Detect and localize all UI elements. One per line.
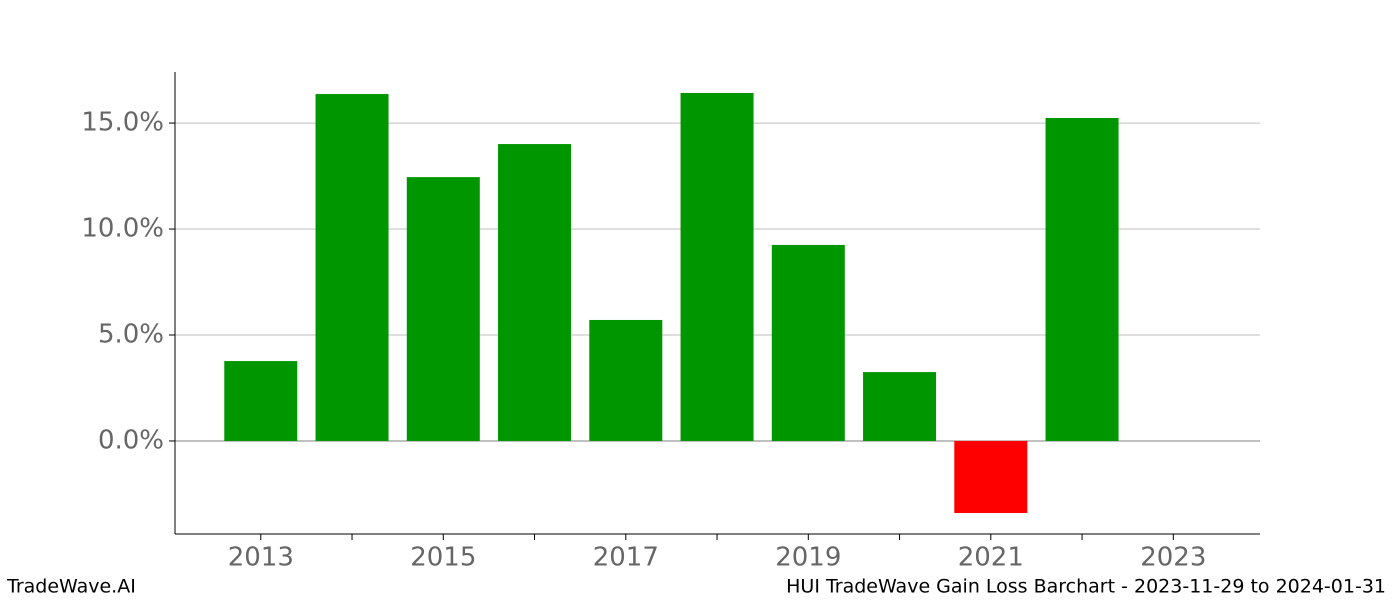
bar	[863, 372, 937, 441]
bar	[589, 319, 663, 441]
bar	[680, 92, 754, 441]
y-tick-label: 0.0%	[98, 425, 164, 455]
bar	[224, 361, 298, 441]
x-tick-label: 2023	[1140, 543, 1206, 573]
y-tick-label: 10.0%	[81, 214, 164, 244]
bar	[771, 244, 845, 441]
bar	[1045, 117, 1119, 441]
y-tick-label: 5.0%	[98, 320, 164, 350]
footer-brand: TradeWave.AI	[6, 576, 136, 598]
bar	[498, 144, 572, 441]
y-tick-label: 15.0%	[81, 108, 164, 138]
x-tick-label: 2017	[593, 543, 659, 573]
x-tick-label: 2021	[958, 543, 1024, 573]
x-tick-label: 2013	[228, 543, 294, 573]
bar	[954, 440, 1028, 514]
x-tick-label: 2015	[410, 543, 476, 573]
bar	[406, 177, 480, 441]
x-tick-label: 2019	[775, 543, 841, 573]
bar	[315, 94, 389, 441]
footer-caption: HUI TradeWave Gain Loss Barchart - 2023-…	[786, 576, 1386, 598]
